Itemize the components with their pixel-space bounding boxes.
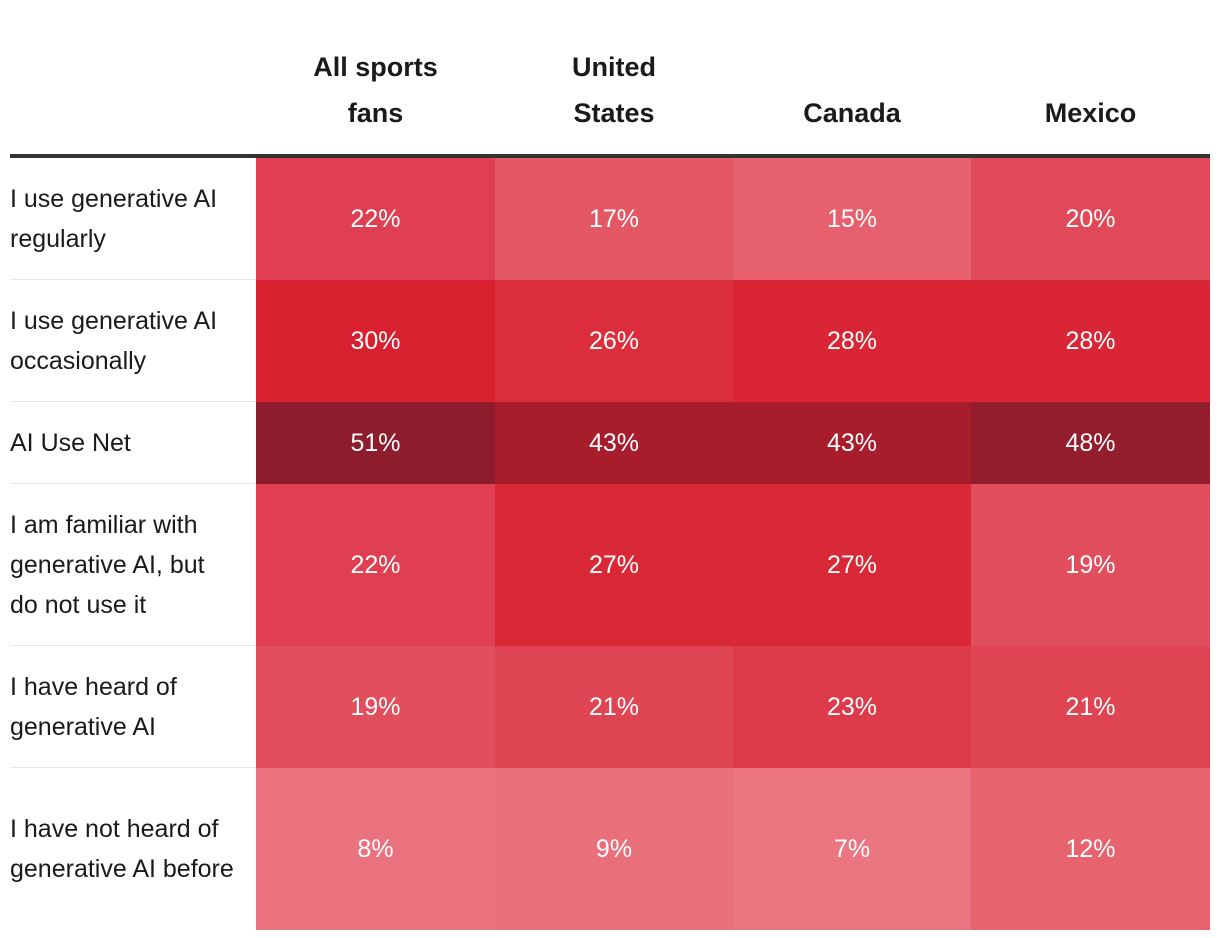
heatmap-cell: 27% (733, 484, 971, 646)
heatmap-table: All sports fans United States Canada Mex… (10, 0, 1210, 930)
column-header: United States (572, 52, 656, 128)
row-label: I have not heard of generative AI before (10, 815, 234, 883)
heatmap-cell: 51% (256, 402, 495, 484)
heatmap-cell: 17% (495, 158, 733, 280)
table-row: AI Use Net 51% 43% 43% 48% (10, 402, 1210, 484)
heatmap-cell: 43% (495, 402, 733, 484)
heatmap-cell: 22% (256, 484, 495, 646)
heatmap-cell: 30% (256, 280, 495, 402)
heatmap-cell: 43% (733, 402, 971, 484)
heatmap-cell: 12% (971, 768, 1210, 930)
heatmap-cell: 7% (733, 768, 971, 930)
row-label: I use generative AI regularly (10, 158, 256, 280)
table-row: I have not heard of generative AI before… (10, 768, 1210, 930)
table-row: I use generative AI occasionally 30% 26%… (10, 280, 1210, 402)
heatmap-cell: 21% (971, 646, 1210, 768)
heatmap-cell: 27% (495, 484, 733, 646)
corner-cell (10, 0, 256, 154)
heatmap-cell: 28% (971, 280, 1210, 402)
heatmap-cell: 20% (971, 158, 1210, 280)
heatmap-cell: 48% (971, 402, 1210, 484)
heatmap-cell: 26% (495, 280, 733, 402)
heatmap-cell: 15% (733, 158, 971, 280)
heatmap-cell: 8% (256, 768, 495, 930)
table-row: I use generative AI regularly 22% 17% 15… (10, 158, 1210, 280)
row-label: AI Use Net (10, 402, 256, 484)
row-label: I use generative AI occasionally (10, 280, 256, 402)
row-label: I have heard of generative AI (10, 646, 256, 768)
column-header: Canada (803, 98, 901, 128)
header-row: All sports fans United States Canada Mex… (10, 0, 1210, 158)
heatmap-cell: 19% (971, 484, 1210, 646)
table-row: I am familiar with generative AI, but do… (10, 484, 1210, 646)
row-label: I am familiar with generative AI, but do… (10, 484, 256, 646)
table-row: I have heard of generative AI 19% 21% 23… (10, 646, 1210, 768)
heatmap-cell: 9% (495, 768, 733, 930)
column-header: Mexico (1044, 98, 1137, 128)
heatmap-cell: 19% (256, 646, 495, 768)
heatmap-cell: 21% (495, 646, 733, 768)
heatmap-cell: 23% (733, 646, 971, 768)
heatmap-cell: 22% (256, 158, 495, 280)
heatmap-cell: 28% (733, 280, 971, 402)
column-header: All sports fans (313, 52, 438, 128)
